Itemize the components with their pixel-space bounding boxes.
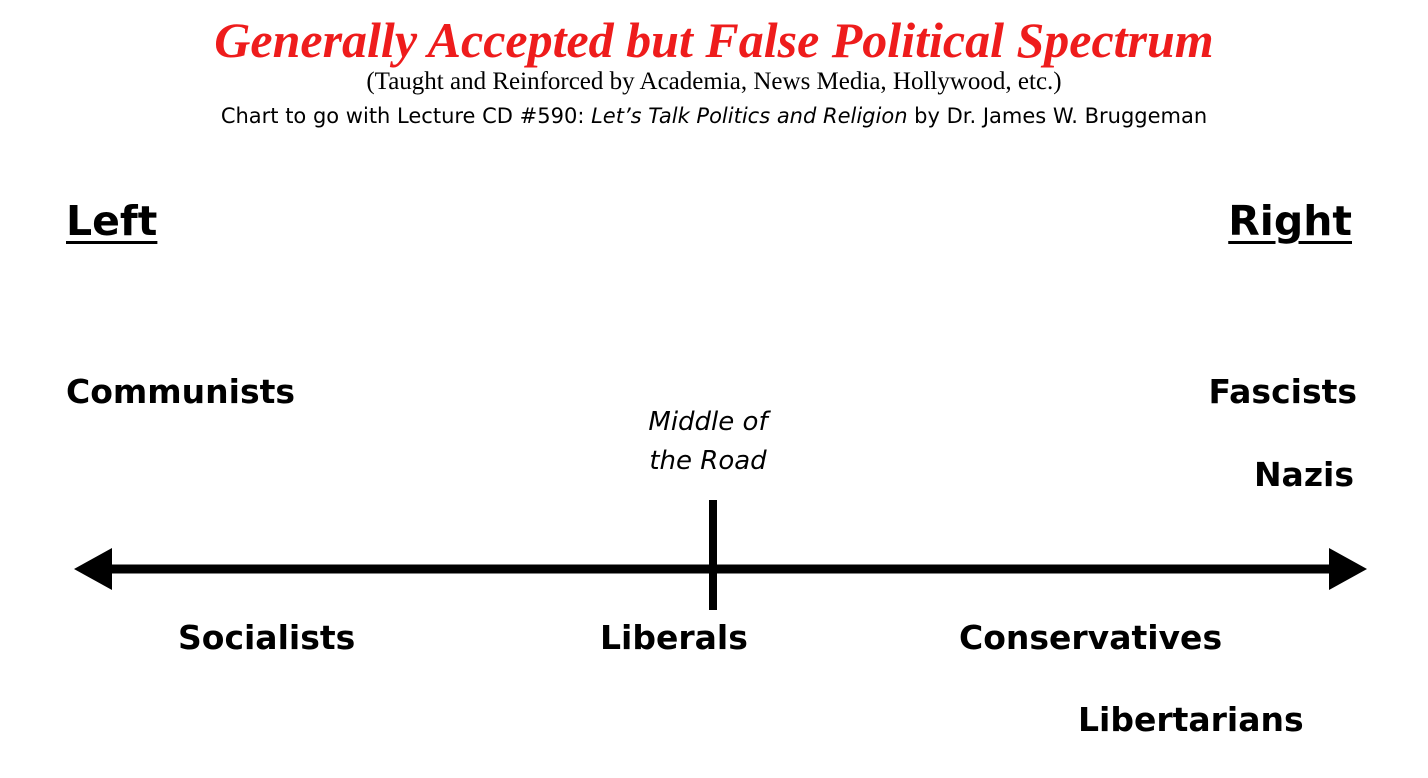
right-arrowhead: [1329, 548, 1367, 590]
credit-lecture-title: Let’s Talk Politics and Religion: [591, 104, 908, 128]
diagram-subtitle: (Taught and Reinforced by Academia, News…: [366, 68, 1062, 95]
left-arrowhead: [74, 548, 112, 590]
socialists-label: Socialists: [178, 618, 356, 657]
nazis-label: Nazis: [1253, 455, 1354, 494]
credit-prefix: Chart to go with Lecture CD #590:: [220, 104, 592, 128]
communists-label: Communists: [66, 372, 296, 411]
libertarians-label: Libertarians: [1078, 700, 1304, 739]
conservatives-label: Conservatives: [959, 618, 1223, 657]
credit-author: by Dr. James W. Bruggeman: [907, 104, 1208, 128]
diagram-title: Generally Accepted but False Political S…: [214, 12, 1214, 68]
lecture-credit: Chart to go with Lecture CD #590: Let’s …: [0, 101, 1428, 131]
middle-label-line-2: the Road: [649, 446, 767, 476]
middle-of-the-road-label: Middle of the Road: [608, 403, 808, 481]
left-pole-label: Left: [66, 197, 158, 245]
right-pole-label: Right: [1228, 197, 1352, 245]
middle-label-line-1: Middle of: [648, 407, 768, 437]
fascists-label: Fascists: [1208, 372, 1357, 411]
liberals-label: Liberals: [600, 618, 748, 657]
